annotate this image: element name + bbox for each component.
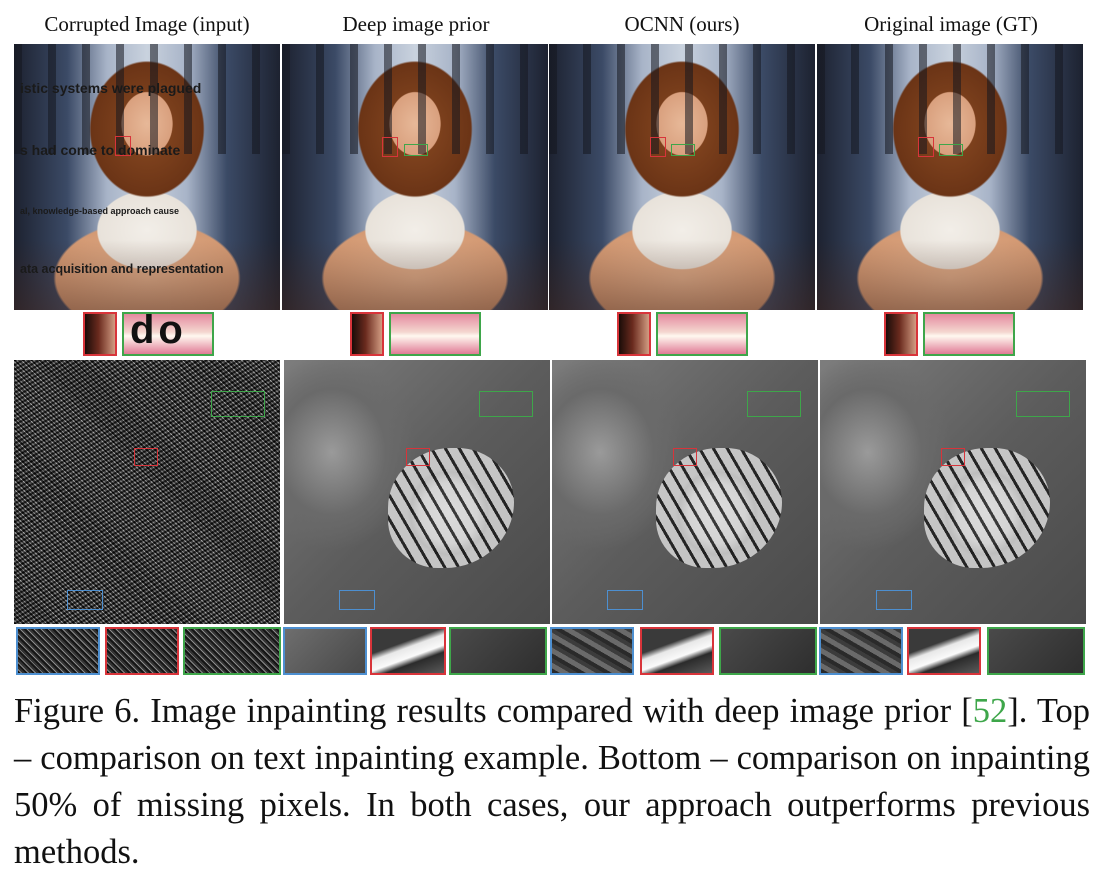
overlay-text-line: s had come to dominate — [20, 142, 181, 158]
red-roi-box — [134, 448, 158, 466]
column-title-ground-truth: Original image (GT) — [864, 12, 1038, 36]
zoom-crop-green-ground-truth — [923, 312, 1015, 356]
zoom-crop-green-ground-truth — [987, 627, 1085, 675]
caption-text-end: ]. Top – comparison on text inpainting e… — [14, 692, 1091, 871]
portrait-ocnn — [549, 44, 815, 310]
zoom-crop-blue-ground-truth — [819, 627, 903, 675]
green-roi-box — [747, 391, 801, 417]
zoom-crop-red-ground-truth — [907, 627, 981, 675]
blue-roi-box — [876, 590, 912, 610]
green-roi-box — [211, 391, 265, 417]
blue-roi-box — [339, 590, 375, 610]
citation-link[interactable]: 52 — [972, 692, 1008, 730]
column-title-ocnn: OCNN (ours) — [624, 12, 740, 36]
zoom-crop-red-ocnn — [617, 312, 651, 356]
zoom-crop-red-ocnn — [640, 627, 714, 675]
butterfly-corrupted — [14, 360, 280, 624]
red-roi-box — [673, 448, 697, 466]
green-roi-box — [671, 144, 695, 156]
portrait-deep-image-prior — [282, 44, 548, 310]
zoom-crop-green-ocnn — [719, 627, 817, 675]
column-title-deep-image-prior: Deep image prior — [342, 12, 490, 36]
crop-overlay-text: do — [130, 312, 187, 352]
zoom-crop-blue-input — [16, 627, 100, 675]
zoom-crop-green-deep-image-prior — [449, 627, 547, 675]
zoom-crop-red-input — [83, 312, 117, 356]
overlay-text-line: ata acquisition and representation — [20, 262, 224, 276]
green-roi-box — [404, 144, 428, 156]
red-roi-box — [382, 137, 398, 157]
zoom-crop-green-input: do — [122, 312, 214, 356]
portrait-ground-truth — [817, 44, 1083, 310]
zoom-crop-green-input — [183, 627, 281, 675]
zoom-crop-blue-deep-image-prior — [283, 627, 367, 675]
zoom-crop-red-deep-image-prior — [350, 312, 384, 356]
zoom-crop-blue-ocnn — [550, 627, 634, 675]
overlay-text-line: al, knowledge-based approach cause — [20, 206, 180, 216]
column-title-input: Corrupted Image (input) — [44, 12, 250, 36]
zoom-crop-red-deep-image-prior — [370, 627, 446, 675]
zoom-crop-green-deep-image-prior — [389, 312, 481, 356]
red-roi-box — [918, 137, 934, 157]
blue-roi-box — [67, 590, 103, 610]
zoom-crop-green-ocnn — [656, 312, 748, 356]
red-roi-box — [115, 136, 131, 156]
caption-text-start: Figure 6. Image inpainting results compa… — [14, 692, 973, 730]
green-roi-box — [939, 144, 963, 156]
red-roi-box — [941, 448, 965, 466]
blue-roi-box — [607, 590, 643, 610]
red-roi-box — [406, 448, 430, 466]
overlay-text-line: istic systems were plagued — [20, 80, 202, 96]
green-roi-box — [479, 391, 533, 417]
portrait-corrupted: istic systems were plagued s had come to… — [14, 44, 280, 310]
butterfly-deep-image-prior — [284, 360, 550, 624]
butterfly-ground-truth — [820, 360, 1086, 624]
zoom-crop-red-input — [105, 627, 179, 675]
zoom-crop-red-ground-truth — [884, 312, 918, 356]
red-roi-box — [650, 137, 666, 157]
figure-caption: Figure 6. Image inpainting results compa… — [14, 688, 1090, 876]
green-roi-box — [1016, 391, 1070, 417]
butterfly-ocnn — [552, 360, 818, 624]
